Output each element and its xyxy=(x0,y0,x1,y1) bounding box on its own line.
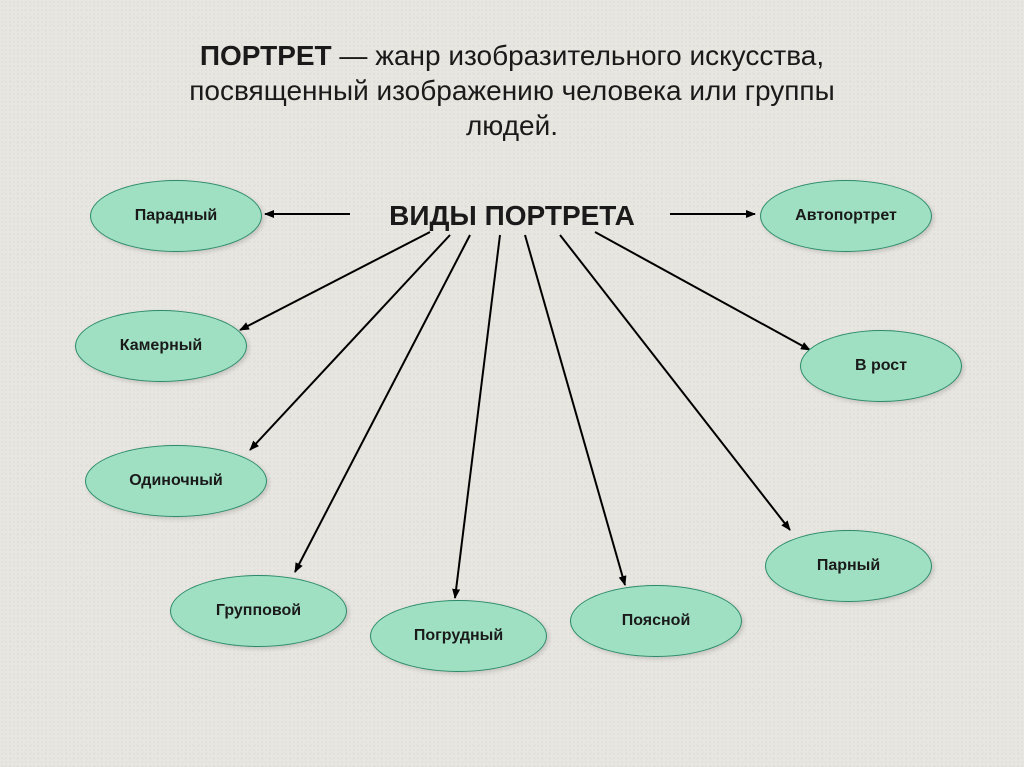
node-paradny: Парадный xyxy=(90,180,262,252)
definition-term: ПОРТРЕТ xyxy=(200,40,332,71)
definition-line-2: посвященный изображению человека или гру… xyxy=(0,75,1024,107)
node-vrost: В рост xyxy=(800,330,962,402)
node-avtoportret: Автопортрет xyxy=(760,180,932,252)
node-poyasnoy: Поясной xyxy=(570,585,742,657)
arrow-gruppovoy xyxy=(295,235,470,572)
arrow-odinochny xyxy=(250,235,450,450)
arrow-kamerny xyxy=(240,232,430,330)
arrow-pogrudny xyxy=(455,235,500,598)
definition-rest-1: — жанр изобразительного искусства, xyxy=(332,40,824,71)
node-pogrudny: Погрудный xyxy=(370,600,547,672)
definition-line-1: ПОРТРЕТ — жанр изобразительного искусств… xyxy=(0,40,1024,72)
node-kamerny: Камерный xyxy=(75,310,247,382)
definition-line-3: людей. xyxy=(0,110,1024,142)
node-gruppovoy: Групповой xyxy=(170,575,347,647)
node-parny: Парный xyxy=(765,530,932,602)
arrow-vrost xyxy=(595,232,810,350)
node-odinochny: Одиночный xyxy=(85,445,267,517)
arrow-parny xyxy=(560,235,790,530)
arrow-poyasnoy xyxy=(525,235,625,585)
